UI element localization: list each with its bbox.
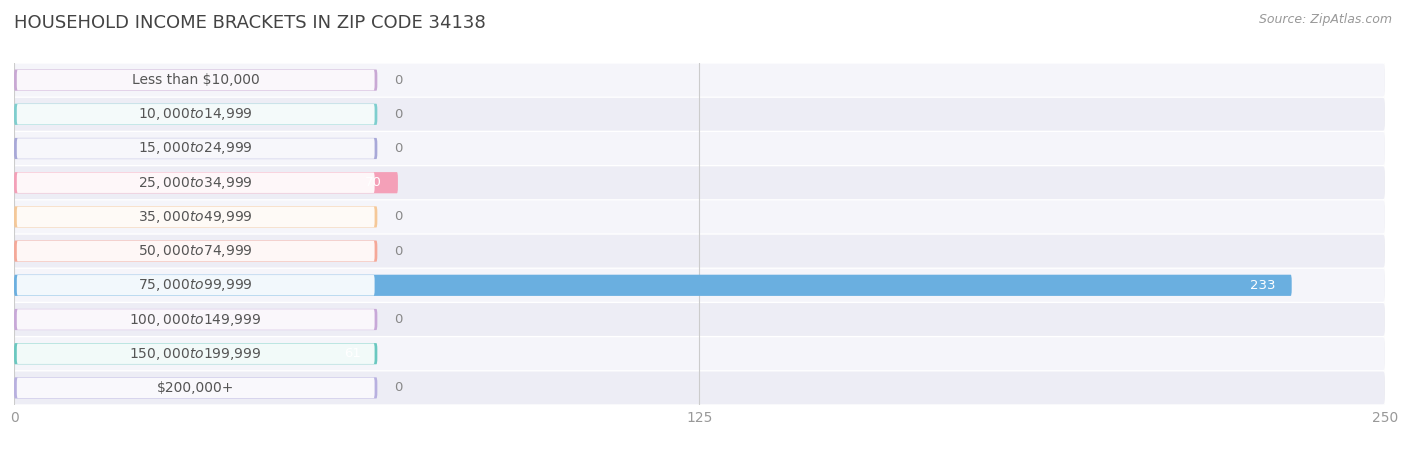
FancyBboxPatch shape — [14, 269, 1385, 302]
Text: 0: 0 — [394, 74, 402, 86]
FancyBboxPatch shape — [17, 207, 374, 227]
FancyBboxPatch shape — [17, 241, 374, 261]
Text: $50,000 to $74,999: $50,000 to $74,999 — [138, 243, 253, 259]
Text: 0: 0 — [394, 108, 402, 121]
FancyBboxPatch shape — [17, 172, 374, 193]
FancyBboxPatch shape — [14, 303, 1385, 336]
FancyBboxPatch shape — [14, 338, 1385, 370]
Text: 70: 70 — [364, 176, 381, 189]
FancyBboxPatch shape — [14, 274, 1292, 296]
Text: $150,000 to $199,999: $150,000 to $199,999 — [129, 346, 262, 362]
Text: HOUSEHOLD INCOME BRACKETS IN ZIP CODE 34138: HOUSEHOLD INCOME BRACKETS IN ZIP CODE 34… — [14, 14, 486, 32]
FancyBboxPatch shape — [14, 132, 1385, 165]
FancyBboxPatch shape — [14, 98, 1385, 130]
FancyBboxPatch shape — [17, 104, 374, 125]
FancyBboxPatch shape — [14, 201, 1385, 233]
FancyBboxPatch shape — [14, 343, 377, 364]
Text: $35,000 to $49,999: $35,000 to $49,999 — [138, 209, 253, 225]
FancyBboxPatch shape — [14, 138, 377, 159]
FancyBboxPatch shape — [14, 64, 1385, 96]
Text: $15,000 to $24,999: $15,000 to $24,999 — [138, 140, 253, 157]
FancyBboxPatch shape — [17, 275, 374, 296]
FancyBboxPatch shape — [17, 70, 374, 90]
FancyBboxPatch shape — [14, 309, 377, 330]
FancyBboxPatch shape — [17, 378, 374, 398]
Text: $100,000 to $149,999: $100,000 to $149,999 — [129, 311, 262, 328]
Text: Less than $10,000: Less than $10,000 — [132, 73, 260, 87]
Text: $75,000 to $99,999: $75,000 to $99,999 — [138, 277, 253, 293]
Text: Source: ZipAtlas.com: Source: ZipAtlas.com — [1258, 14, 1392, 27]
FancyBboxPatch shape — [17, 138, 374, 159]
Text: 0: 0 — [394, 142, 402, 155]
FancyBboxPatch shape — [14, 104, 377, 125]
Text: 0: 0 — [394, 211, 402, 223]
Text: $10,000 to $14,999: $10,000 to $14,999 — [138, 106, 253, 122]
Text: 61: 61 — [344, 347, 361, 360]
FancyBboxPatch shape — [14, 372, 1385, 404]
FancyBboxPatch shape — [14, 206, 377, 228]
FancyBboxPatch shape — [17, 309, 374, 330]
FancyBboxPatch shape — [14, 166, 1385, 199]
FancyBboxPatch shape — [14, 235, 1385, 267]
Text: 233: 233 — [1250, 279, 1275, 292]
FancyBboxPatch shape — [14, 172, 398, 194]
FancyBboxPatch shape — [14, 377, 377, 399]
Text: $25,000 to $34,999: $25,000 to $34,999 — [138, 175, 253, 191]
FancyBboxPatch shape — [14, 240, 377, 262]
Text: $200,000+: $200,000+ — [157, 381, 235, 395]
Text: 0: 0 — [394, 245, 402, 257]
FancyBboxPatch shape — [17, 343, 374, 364]
FancyBboxPatch shape — [14, 69, 377, 91]
Text: 0: 0 — [394, 382, 402, 394]
Text: 0: 0 — [394, 313, 402, 326]
